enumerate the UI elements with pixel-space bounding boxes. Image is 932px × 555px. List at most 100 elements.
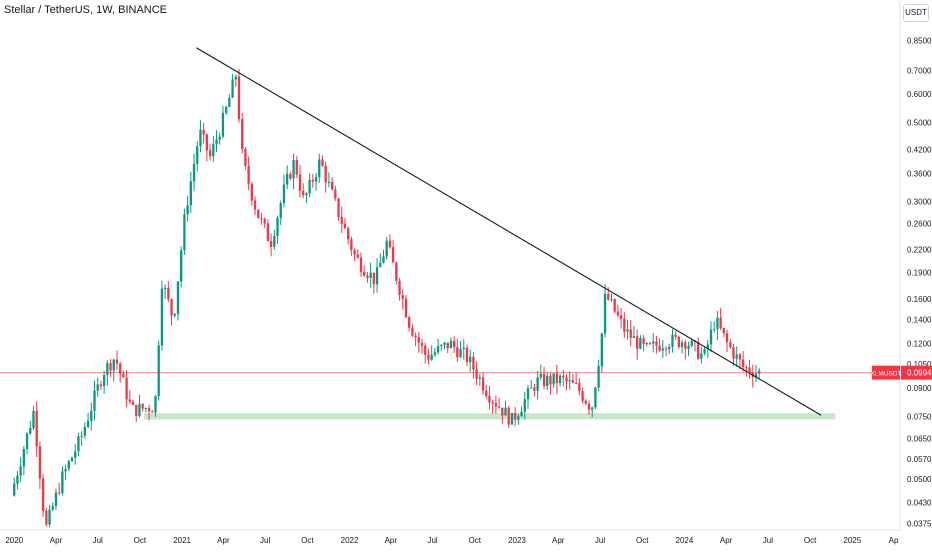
candle-body xyxy=(610,299,613,301)
candle-body xyxy=(276,218,279,236)
price-tag-label: 0.0994 xyxy=(907,369,932,378)
candle-body xyxy=(709,329,713,345)
candle-body xyxy=(83,426,87,436)
candle-body xyxy=(86,420,90,427)
candle-body xyxy=(64,468,67,472)
candle-body xyxy=(716,317,719,330)
candle-body xyxy=(141,403,144,409)
candle-body xyxy=(244,149,247,166)
x-tick-label: Oct xyxy=(469,536,482,545)
candle-body xyxy=(568,380,571,382)
candle-body xyxy=(539,373,542,378)
y-tick-label: 0.7000 xyxy=(907,66,932,75)
candle-body xyxy=(286,173,289,185)
candle-body xyxy=(668,346,671,350)
candle-body xyxy=(494,402,498,407)
candle-body xyxy=(202,129,205,135)
candle-body xyxy=(29,428,32,434)
candle-body xyxy=(523,399,526,412)
candle-body xyxy=(106,363,109,376)
candle-body xyxy=(266,223,270,241)
y-tick-label: 0.0500 xyxy=(907,475,932,484)
candle-body xyxy=(664,348,668,350)
candle-body xyxy=(424,345,427,355)
candle-body xyxy=(748,367,751,373)
candle-body xyxy=(427,354,430,360)
candle-body xyxy=(128,399,131,402)
candle-body xyxy=(420,342,424,346)
candle-body xyxy=(481,377,485,391)
candle-body xyxy=(334,189,337,199)
candle-body xyxy=(636,336,639,349)
candle-body xyxy=(578,382,581,392)
candle-body xyxy=(677,336,681,347)
candle-body xyxy=(308,179,311,194)
candle-body xyxy=(231,79,234,98)
candle-body xyxy=(147,408,151,412)
candle-body xyxy=(263,218,266,224)
y-tick-label: 0.5000 xyxy=(907,118,932,127)
candle-body xyxy=(674,334,677,337)
candle-body xyxy=(314,177,318,182)
candle-body xyxy=(273,235,276,247)
candle-body xyxy=(38,446,42,479)
y-tick-label: 0.8500 xyxy=(907,36,932,45)
candle-body xyxy=(436,346,440,353)
candle-body xyxy=(356,254,359,258)
candle-body xyxy=(167,287,170,300)
x-tick-label: 2021 xyxy=(173,536,191,545)
candle-body xyxy=(237,76,241,120)
candle-body xyxy=(337,198,340,217)
x-tick-label: 2024 xyxy=(676,536,694,545)
candle-body xyxy=(722,327,726,334)
candle-body xyxy=(591,407,594,410)
x-tick-label: 2022 xyxy=(341,536,359,545)
candle-body xyxy=(571,380,575,383)
x-tick-label: Ap xyxy=(889,536,899,545)
candle-body xyxy=(330,181,334,190)
x-tick-label: Apr xyxy=(552,536,565,545)
candle-body xyxy=(594,387,597,408)
candle-body xyxy=(411,327,414,336)
candle-body xyxy=(446,342,449,349)
candle-body xyxy=(369,272,372,278)
candle-body xyxy=(472,356,475,370)
y-tick-label: 0.0900 xyxy=(907,384,932,393)
candle-body xyxy=(555,373,559,383)
candle-body xyxy=(645,343,648,345)
candle-body xyxy=(189,181,192,206)
candle-body xyxy=(154,396,157,413)
candle-body xyxy=(395,262,398,281)
candle-body xyxy=(616,311,620,316)
candle-body xyxy=(459,349,462,358)
candle-body xyxy=(35,411,38,447)
candle-body xyxy=(183,214,186,251)
candle-body xyxy=(385,240,388,257)
candle-body xyxy=(684,342,687,349)
candle-body xyxy=(558,375,562,383)
candle-body xyxy=(517,416,520,420)
candle-body xyxy=(729,342,732,348)
x-tick-label: Oct xyxy=(301,536,314,545)
candle-body xyxy=(54,492,58,507)
y-tick-label: 0.2600 xyxy=(907,220,932,229)
x-tick-label: Oct xyxy=(134,536,147,545)
candle-body xyxy=(552,373,555,385)
candle-body xyxy=(404,298,408,318)
currency-unit-button[interactable]: USDT xyxy=(903,4,929,22)
candle-body xyxy=(642,338,645,345)
support-zone xyxy=(144,413,836,420)
candle-body xyxy=(340,216,343,224)
candle-body xyxy=(417,337,420,343)
candle-body xyxy=(443,342,446,346)
candle-body xyxy=(738,354,742,360)
candle-body xyxy=(542,373,546,386)
candle-body xyxy=(19,466,22,476)
candle-body xyxy=(735,354,738,359)
candle-body xyxy=(180,250,183,282)
candle-body xyxy=(74,451,77,458)
candle-body xyxy=(629,329,632,338)
candle-body xyxy=(700,353,703,359)
candle-body xyxy=(199,129,202,147)
